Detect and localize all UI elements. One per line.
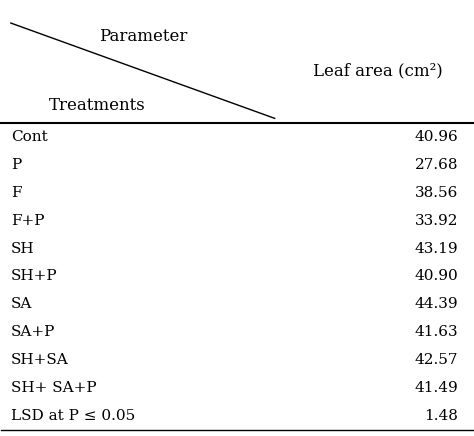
Text: 1.48: 1.48 bbox=[425, 409, 458, 423]
Text: F+P: F+P bbox=[11, 214, 44, 228]
Text: SH+P: SH+P bbox=[11, 269, 57, 283]
Text: LSD at P ≤ 0.05: LSD at P ≤ 0.05 bbox=[11, 409, 135, 423]
Text: 33.92: 33.92 bbox=[415, 214, 458, 228]
Text: 42.57: 42.57 bbox=[415, 353, 458, 368]
Text: SH: SH bbox=[11, 242, 35, 255]
Text: 40.90: 40.90 bbox=[415, 269, 458, 283]
Text: 27.68: 27.68 bbox=[415, 158, 458, 172]
Text: 38.56: 38.56 bbox=[415, 186, 458, 200]
Text: P: P bbox=[11, 158, 21, 172]
Text: 43.19: 43.19 bbox=[415, 242, 458, 255]
Text: Cont: Cont bbox=[11, 129, 47, 144]
Text: F: F bbox=[11, 186, 21, 200]
Text: SH+SA: SH+SA bbox=[11, 353, 69, 368]
Text: 41.63: 41.63 bbox=[415, 325, 458, 339]
Text: SH+ SA+P: SH+ SA+P bbox=[11, 382, 96, 395]
Text: Treatments: Treatments bbox=[48, 97, 145, 114]
Text: 40.96: 40.96 bbox=[415, 129, 458, 144]
Text: 44.39: 44.39 bbox=[415, 297, 458, 311]
Text: SA: SA bbox=[11, 297, 32, 311]
Text: Leaf area (cm²): Leaf area (cm²) bbox=[313, 62, 443, 79]
Text: Parameter: Parameter bbox=[99, 27, 187, 44]
Text: SA+P: SA+P bbox=[11, 325, 55, 339]
Text: 41.49: 41.49 bbox=[415, 382, 458, 395]
